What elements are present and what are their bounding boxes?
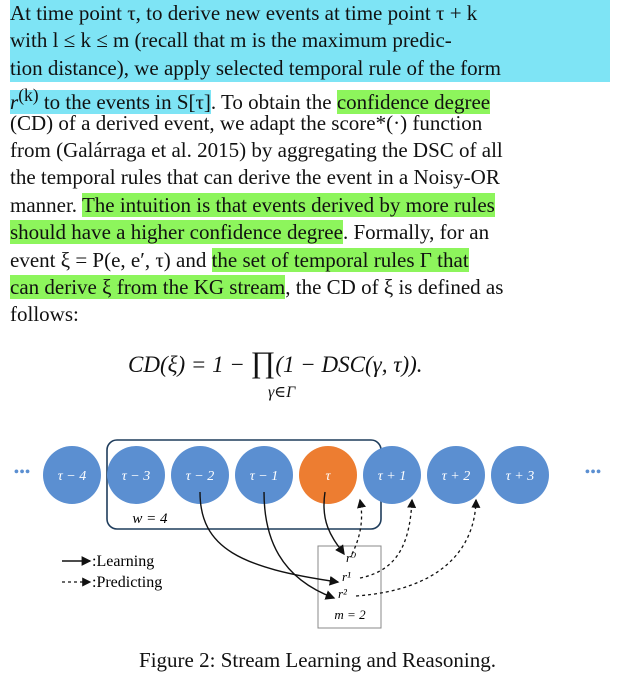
time-node-label: τ − 1	[250, 469, 278, 484]
para-line-6: from (Galárraga et al. 2015) by aggregat…	[10, 137, 503, 162]
predicting-arrow-1	[351, 498, 366, 555]
time-node-label: τ − 3	[122, 469, 150, 484]
time-node-label: τ + 3	[506, 469, 534, 484]
para-line-4: r(k) to the events in S[τ]. To obtain th…	[10, 85, 491, 115]
cd-equation: CD(ξ) = 1 − ∏(1 − DSC(γ, τ)).	[128, 346, 423, 379]
rule-r2: r²	[338, 586, 348, 601]
para-line-8: manner. The intuition is that events der…	[10, 192, 495, 217]
predicting-arrow-3	[355, 498, 481, 597]
time-node-circle	[43, 446, 101, 504]
time-node-label: τ − 4	[58, 469, 86, 484]
figure-caption: Figure 2: Stream Learning and Reasoning.	[139, 648, 496, 672]
time-node-circle	[491, 446, 549, 504]
para-line-10: event ξ = P(e, e′, τ) and the set of tem…	[10, 247, 469, 272]
para-line-7: the temporal rules that can derive the e…	[10, 165, 500, 190]
body-paragraph: At time point τ, to derive new events at…	[10, 0, 610, 329]
time-node-label: τ + 1	[378, 469, 406, 484]
time-node-circle	[171, 446, 229, 504]
product-symbol: ∏	[250, 346, 276, 379]
learning-arrow-2	[263, 491, 336, 600]
highlight-intuition: The intuition is that events derived by …	[81, 192, 495, 217]
para-line-11: can derive ξ from the KG stream, the CD …	[10, 274, 504, 299]
ellipsis-right: •••	[585, 464, 602, 481]
time-node-label: τ + 2	[442, 469, 470, 484]
para-line-9: should have a higher confidence degree. …	[10, 220, 490, 245]
time-node-label: τ − 2	[186, 469, 214, 484]
m-label: m = 2	[334, 607, 366, 622]
highlight-rule-set-cont: can derive ξ from the KG stream	[10, 274, 286, 299]
para-line-2: with l ≤ k ≤ m (recall that m is the max…	[10, 27, 610, 55]
time-node-circle	[427, 446, 485, 504]
learning-arrow-1	[199, 491, 340, 586]
highlight-intuition-cont: should have a higher confidence degree	[10, 220, 343, 245]
window-label: w = 4	[132, 511, 168, 527]
rule-box	[317, 545, 382, 629]
time-node-circle	[235, 446, 293, 504]
rule-r1: r¹	[342, 569, 351, 584]
para-line-5: (CD) of a derived event, we adapt the sc…	[10, 110, 483, 135]
highlight-confidence-degree: confidence degree	[336, 90, 491, 115]
para-line-12: follows:	[10, 302, 79, 327]
predicting-arrow-2	[359, 498, 417, 579]
legend-predicting-label: :Predicting	[92, 574, 162, 591]
highlight-rule-set: the set of temporal rules Γ that	[211, 247, 469, 272]
time-node-circle	[363, 446, 421, 504]
product-subscript: γ∈Γ	[268, 384, 296, 401]
time-node-label: τ	[325, 469, 331, 484]
ellipsis-left: •••	[14, 464, 31, 481]
para-line-1: At time point τ, to derive new events at…	[10, 0, 610, 28]
rule-r0: r⁰	[346, 550, 357, 565]
time-node-circle	[107, 446, 165, 504]
stream-diagram: w = 4 ••• ••• τ − 4 τ − 3 τ − 2 τ − 1 τ τ + 1…	[14, 439, 602, 629]
para-line-3: tion distance), we apply selected tempor…	[10, 54, 610, 83]
time-node-circle	[299, 446, 357, 504]
learning-arrow-3	[323, 491, 345, 556]
legend-learning-label: :Learning	[92, 553, 154, 570]
